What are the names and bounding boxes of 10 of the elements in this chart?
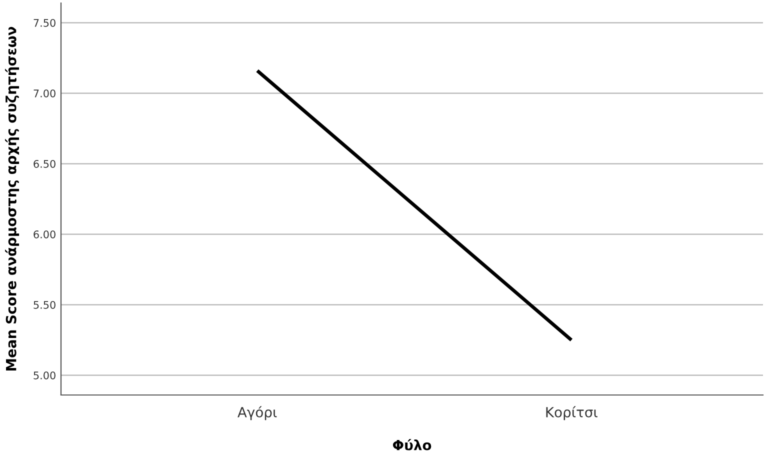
y-tick-label: 7.50 <box>34 18 56 27</box>
y-tick-label: 6.00 <box>34 230 56 238</box>
x-axis-title: Φύλο <box>392 438 432 450</box>
y-tick-label: 5.50 <box>34 300 56 309</box>
x-tick-label: Κορίτσι <box>546 406 598 420</box>
y-tick-label: 5.00 <box>34 371 56 380</box>
y-tick-label: 7.00 <box>34 89 56 98</box>
x-tick-label: Αγόρι <box>238 406 277 420</box>
y-tick-label: 6.50 <box>34 160 56 168</box>
y-axis-title: Mean Score ανάρμοστης αρχής συζητήσεων <box>5 26 20 371</box>
